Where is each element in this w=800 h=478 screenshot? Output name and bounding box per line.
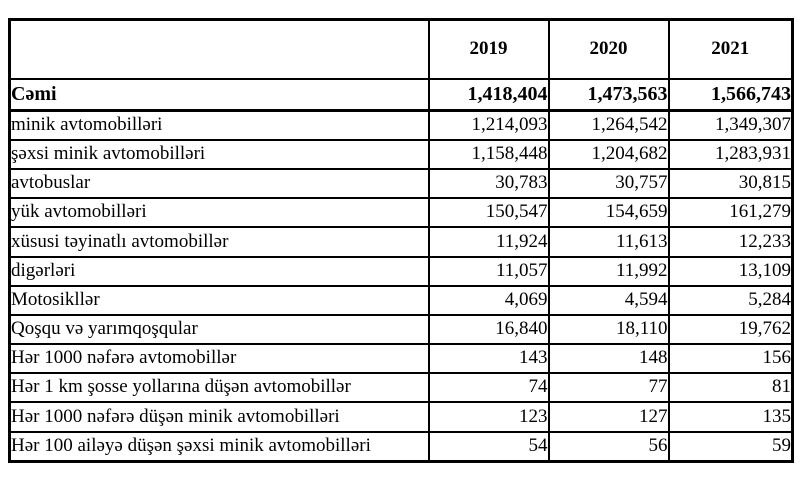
year-column-header-2021: 2021 bbox=[667, 18, 794, 80]
vehicles-statistics-table: 2019 2020 2021 Cəmi 1,418,404 1,473,563 … bbox=[8, 18, 794, 463]
table-row: Qoşqu və yarımqoşqular 16,840 18,110 19,… bbox=[8, 313, 794, 346]
value-cell: 154,659 bbox=[547, 197, 670, 229]
value-cell: 74 bbox=[427, 372, 550, 404]
table-row: Hər 1 km şosse yollarına düşən avtomobil… bbox=[8, 372, 794, 404]
table-row: şəxsi minik avtomobilləri 1,158,448 1,20… bbox=[8, 138, 794, 171]
value-cell: 143 bbox=[427, 343, 550, 375]
value-cell: 150,547 bbox=[427, 197, 550, 229]
row-label: minik avtomobilləri bbox=[8, 109, 430, 141]
value-cell: 18,110 bbox=[547, 313, 670, 346]
table-row: digərləri 11,057 11,992 13,109 bbox=[8, 255, 794, 287]
value-cell: 1,473,563 bbox=[547, 77, 670, 112]
value-cell: 5,284 bbox=[667, 284, 794, 316]
value-cell: 13,109 bbox=[667, 255, 794, 287]
value-cell: 1,566,743 bbox=[667, 77, 794, 112]
value-cell: 81 bbox=[667, 372, 794, 404]
value-cell: 1,349,307 bbox=[667, 109, 794, 141]
row-label: Hər 1000 nəfərə avtomobillər bbox=[8, 343, 430, 375]
row-label: digərləri bbox=[8, 255, 430, 287]
table-row: yük avtomobilləri 150,547 154,659 161,27… bbox=[8, 197, 794, 229]
table-row: Hər 100 ailəyə düşən şəxsi minik avtomob… bbox=[8, 430, 794, 463]
empty-header-cell bbox=[8, 18, 430, 80]
row-label: Cəmi bbox=[8, 77, 430, 112]
total-row: Cəmi 1,418,404 1,473,563 1,566,743 bbox=[8, 77, 794, 112]
value-cell: 161,279 bbox=[667, 197, 794, 229]
value-cell: 12,233 bbox=[667, 226, 794, 258]
value-cell: 16,840 bbox=[427, 313, 550, 346]
value-cell: 1,204,682 bbox=[547, 138, 670, 171]
row-label: Hər 100 ailəyə düşən şəxsi minik avtomob… bbox=[8, 430, 430, 463]
table-row: Motosikllər 4,069 4,594 5,284 bbox=[8, 284, 794, 316]
value-cell: 59 bbox=[667, 430, 794, 463]
value-cell: 135 bbox=[667, 401, 794, 433]
table-row: xüsusi təyinatlı avtomobillər 11,924 11,… bbox=[8, 226, 794, 258]
value-cell: 148 bbox=[547, 343, 670, 375]
value-cell: 11,613 bbox=[547, 226, 670, 258]
table-row: Hər 1000 nəfərə düşən minik avtomobillər… bbox=[8, 401, 794, 433]
value-cell: 123 bbox=[427, 401, 550, 433]
row-label: Hər 1000 nəfərə düşən minik avtomobillər… bbox=[8, 401, 430, 433]
vehicles-statistics-table-container: 2019 2020 2021 Cəmi 1,418,404 1,473,563 … bbox=[8, 18, 794, 463]
table-row: minik avtomobilləri 1,214,093 1,264,542 … bbox=[8, 109, 794, 141]
value-cell: 1,283,931 bbox=[667, 138, 794, 171]
value-cell: 1,264,542 bbox=[547, 109, 670, 141]
table-row: Hər 1000 nəfərə avtomobillər 143 148 156 bbox=[8, 343, 794, 375]
value-cell: 11,057 bbox=[427, 255, 550, 287]
value-cell: 11,924 bbox=[427, 226, 550, 258]
value-cell: 30,757 bbox=[547, 168, 670, 200]
row-label: avtobuslar bbox=[8, 168, 430, 200]
value-cell: 77 bbox=[547, 372, 670, 404]
value-cell: 1,158,448 bbox=[427, 138, 550, 171]
value-cell: 1,214,093 bbox=[427, 109, 550, 141]
value-cell: 1,418,404 bbox=[427, 77, 550, 112]
row-label: Motosikllər bbox=[8, 284, 430, 316]
value-cell: 19,762 bbox=[667, 313, 794, 346]
value-cell: 30,815 bbox=[667, 168, 794, 200]
row-label: şəxsi minik avtomobilləri bbox=[8, 138, 430, 171]
value-cell: 30,783 bbox=[427, 168, 550, 200]
value-cell: 4,069 bbox=[427, 284, 550, 316]
value-cell: 54 bbox=[427, 430, 550, 463]
value-cell: 156 bbox=[667, 343, 794, 375]
row-label: yük avtomobilləri bbox=[8, 197, 430, 229]
value-cell: 56 bbox=[547, 430, 670, 463]
value-cell: 11,992 bbox=[547, 255, 670, 287]
year-column-header-2019: 2019 bbox=[427, 18, 550, 80]
year-column-header-2020: 2020 bbox=[547, 18, 670, 80]
row-label: Qoşqu və yarımqoşqular bbox=[8, 313, 430, 346]
value-cell: 4,594 bbox=[547, 284, 670, 316]
table-row: avtobuslar 30,783 30,757 30,815 bbox=[8, 168, 794, 200]
row-label: Hər 1 km şosse yollarına düşən avtomobil… bbox=[8, 372, 430, 404]
value-cell: 127 bbox=[547, 401, 670, 433]
row-label: xüsusi təyinatlı avtomobillər bbox=[8, 226, 430, 258]
header-row: 2019 2020 2021 bbox=[8, 18, 794, 80]
